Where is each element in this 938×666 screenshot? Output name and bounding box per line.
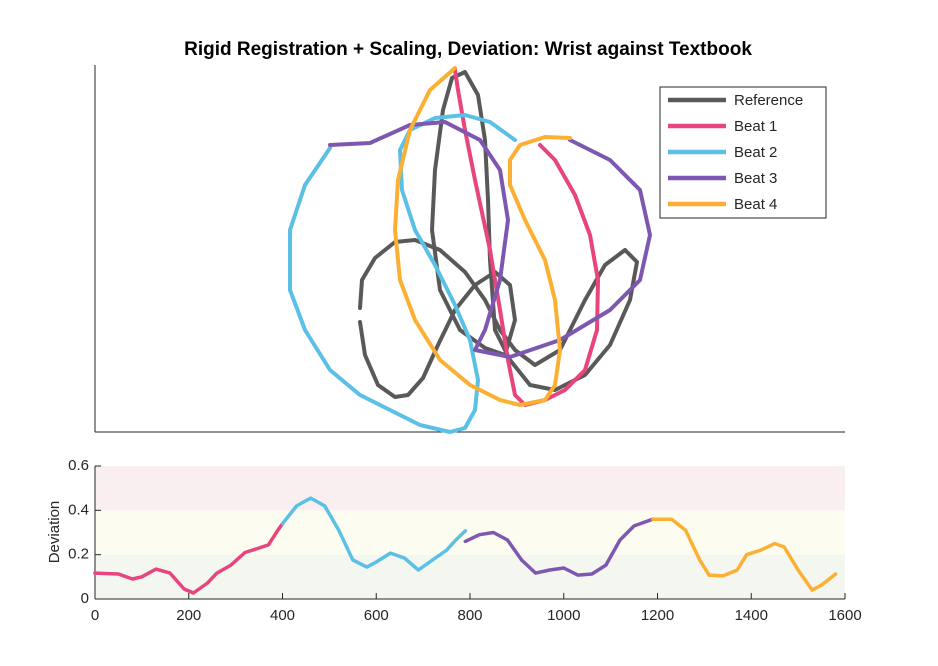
series-line <box>328 120 652 359</box>
series-line <box>288 113 517 434</box>
x-tick-label: 0 <box>91 607 99 624</box>
x-tick-label: 200 <box>176 607 201 624</box>
legend-label: Beat 4 <box>734 196 777 213</box>
band <box>95 510 845 555</box>
series-line <box>358 70 639 399</box>
x-tick-label: 1400 <box>735 607 768 624</box>
y-axis-label: Deviation <box>46 501 63 564</box>
x-tick-label: 1000 <box>547 607 580 624</box>
x-tick-label: 800 <box>457 607 482 624</box>
chart-title: Rigid Registration + Scaling, Deviation:… <box>184 39 752 60</box>
y-tick-label: 0.6 <box>68 457 89 474</box>
x-tick-label: 1200 <box>641 607 674 624</box>
legend-label: Beat 1 <box>734 118 777 135</box>
legend-label: Beat 2 <box>734 144 777 161</box>
y-tick-label: 0 <box>81 590 89 607</box>
x-tick-label: 600 <box>364 607 389 624</box>
x-tick-label: 400 <box>270 607 295 624</box>
series-line <box>280 496 468 572</box>
legend-label: Beat 3 <box>734 170 777 187</box>
series-line <box>463 517 655 577</box>
band <box>95 466 845 511</box>
series-line <box>393 66 572 407</box>
band <box>95 554 845 599</box>
y-tick-label: 0.4 <box>68 501 89 518</box>
x-tick-label: 1600 <box>828 607 861 624</box>
legend-label: Reference <box>734 92 803 109</box>
series-line <box>651 517 838 592</box>
series-line <box>93 521 285 595</box>
y-tick-label: 0.2 <box>68 546 89 563</box>
